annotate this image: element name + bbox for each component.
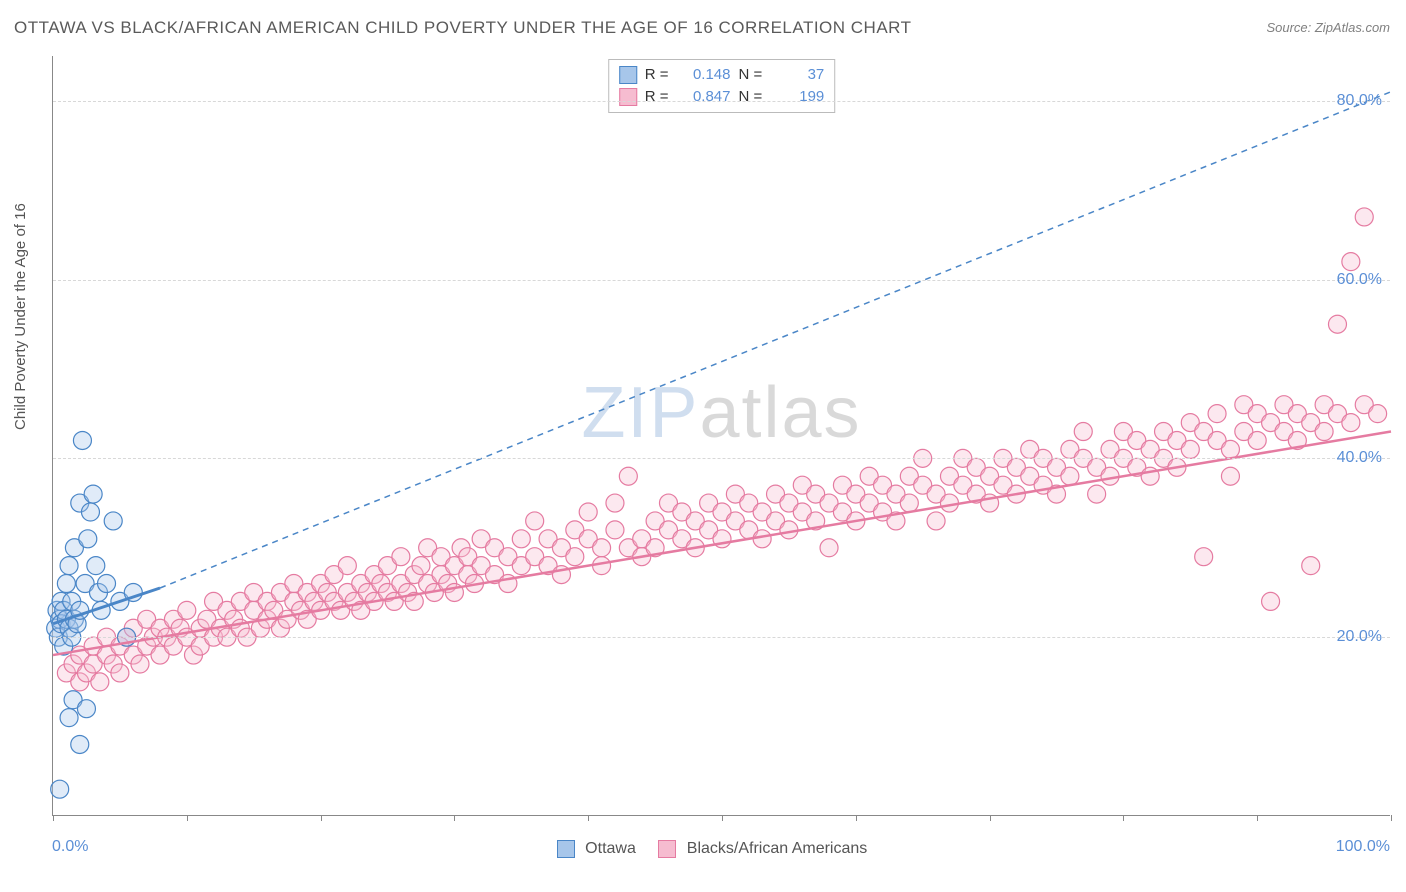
gridline-h xyxy=(53,280,1390,281)
x-tick-mark xyxy=(187,815,188,821)
legend-n-label: N = xyxy=(739,86,763,108)
x-tick-mark xyxy=(53,815,54,821)
legend-r-label: R = xyxy=(645,64,669,86)
y-tick-label: 80.0% xyxy=(1337,92,1382,110)
x-tick-mark xyxy=(1257,815,1258,821)
scatter-svg xyxy=(53,56,1390,815)
x-tick-mark xyxy=(722,815,723,821)
series-legend: Ottawa Blacks/African Americans xyxy=(0,840,1406,858)
chart-container: OTTAWA VS BLACK/AFRICAN AMERICAN CHILD P… xyxy=(0,0,1406,892)
plot-area: ZIPatlas R = 0.148 N = 37 R = 0.847 N = … xyxy=(52,56,1390,816)
x-tick-mark xyxy=(1123,815,1124,821)
legend-swatch-black xyxy=(619,88,637,106)
gridline-h xyxy=(53,458,1390,459)
chart-title: OTTAWA VS BLACK/AFRICAN AMERICAN CHILD P… xyxy=(14,18,912,38)
correlation-legend: R = 0.148 N = 37 R = 0.847 N = 199 xyxy=(608,59,836,113)
y-axis-label: Child Poverty Under the Age of 16 xyxy=(12,203,29,430)
y-tick-label: 60.0% xyxy=(1337,271,1382,289)
legend-swatch-ottawa xyxy=(619,66,637,84)
legend-swatch-ottawa-bottom xyxy=(557,840,575,858)
gridline-h xyxy=(53,101,1390,102)
x-tick-mark xyxy=(990,815,991,821)
legend-r-value-black: 0.847 xyxy=(677,86,731,108)
x-tick-mark xyxy=(321,815,322,821)
legend-label-ottawa: Ottawa xyxy=(585,840,636,857)
legend-r-value-ottawa: 0.148 xyxy=(677,64,731,86)
source-attribution: Source: ZipAtlas.com xyxy=(1266,20,1390,35)
legend-row-ottawa: R = 0.148 N = 37 xyxy=(619,64,825,86)
y-tick-label: 20.0% xyxy=(1337,628,1382,646)
x-tick-mark xyxy=(454,815,455,821)
x-tick-mark xyxy=(1391,815,1392,821)
y-tick-label: 40.0% xyxy=(1337,449,1382,467)
legend-n-value-black: 199 xyxy=(770,86,824,108)
legend-n-label: N = xyxy=(739,64,763,86)
x-tick-mark xyxy=(588,815,589,821)
gridline-h xyxy=(53,637,1390,638)
legend-r-label: R = xyxy=(645,86,669,108)
legend-label-black: Blacks/African Americans xyxy=(687,840,868,857)
legend-row-black: R = 0.847 N = 199 xyxy=(619,86,825,108)
legend-swatch-black-bottom xyxy=(658,840,676,858)
x-tick-mark xyxy=(856,815,857,821)
legend-n-value-ottawa: 37 xyxy=(770,64,824,86)
